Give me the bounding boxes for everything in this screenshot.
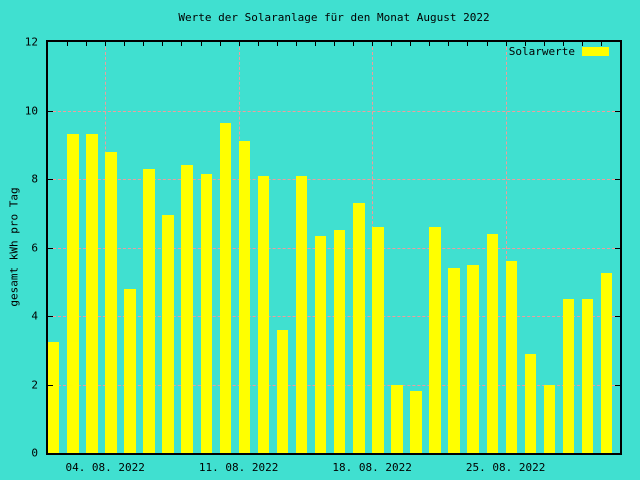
gridline-vertical <box>505 42 507 453</box>
y-axis-label: gesamt kWh pro Tag <box>7 187 21 307</box>
bar-day-5 <box>124 288 136 453</box>
bar-day-7 <box>162 214 174 453</box>
day-tick <box>276 42 278 46</box>
bar-day-21 <box>429 226 441 453</box>
y-tick-label: 12 <box>24 35 38 49</box>
bar-day-10 <box>219 122 232 453</box>
gridline-horizontal <box>48 110 620 112</box>
bar-day-18 <box>372 226 384 453</box>
bar-day-13 <box>276 329 289 453</box>
day-tick <box>238 42 240 46</box>
bar-day-16 <box>334 230 346 453</box>
day-tick <box>67 42 69 46</box>
bar-day-30 <box>600 273 613 453</box>
bar-day-3 <box>86 134 98 453</box>
y-axis-tick <box>615 110 620 112</box>
day-tick <box>467 42 469 46</box>
day-tick <box>124 42 126 46</box>
day-tick <box>391 42 393 46</box>
bar-day-4 <box>105 151 117 453</box>
day-tick <box>524 42 526 46</box>
bar-day-8 <box>181 165 193 453</box>
day-tick <box>372 42 374 46</box>
day-tick <box>410 42 412 46</box>
y-axis-tick <box>615 384 620 386</box>
bar-day-14 <box>295 175 308 453</box>
bar-day-9 <box>200 173 212 453</box>
y-axis-tick <box>48 179 53 180</box>
y-axis-tick <box>615 179 620 180</box>
bar-day-17 <box>353 202 365 453</box>
y-tick-label: 2 <box>31 378 38 391</box>
bar-day-6 <box>143 168 155 453</box>
day-tick <box>181 42 183 46</box>
legend-label: Solarwerte <box>508 45 575 58</box>
day-tick <box>505 42 507 46</box>
legend: Solarwerte <box>509 45 609 58</box>
bar-day-15 <box>314 235 327 453</box>
y-axis-tick <box>48 316 53 317</box>
bar-day-19 <box>391 384 403 453</box>
bar-day-1 <box>48 341 60 453</box>
bar-day-20 <box>410 391 422 453</box>
day-tick <box>429 42 431 46</box>
y-tick-label: 10 <box>24 104 38 117</box>
day-tick <box>448 42 450 46</box>
bar-day-25 <box>505 261 518 453</box>
day-tick <box>314 42 316 46</box>
day-tick <box>353 42 355 46</box>
day-tick <box>334 42 335 46</box>
day-tick <box>86 42 88 46</box>
gridline-horizontal <box>48 179 620 180</box>
y-axis-tick <box>615 247 620 249</box>
x-tick-label: 04. 08. 2022 <box>65 461 145 474</box>
x-tick-label: 18. 08. 2022 <box>332 461 412 474</box>
day-tick <box>543 42 545 46</box>
chart-title: Werte der Solaranlage für den Monat Augu… <box>178 11 490 24</box>
y-tick-label: 8 <box>31 172 38 186</box>
y-axis-tick <box>48 384 53 386</box>
x-tick-label: 11. 08. 2022 <box>198 461 279 474</box>
y-axis-tick <box>48 110 53 112</box>
bar-day-22 <box>448 268 460 453</box>
bar-day-26 <box>524 353 537 453</box>
day-tick <box>581 42 583 46</box>
day-tick <box>295 42 297 46</box>
bar-day-12 <box>257 175 270 453</box>
bar-day-23 <box>467 264 479 453</box>
y-tick-label: 6 <box>31 241 38 254</box>
day-tick <box>257 42 259 46</box>
y-tick-label: 4 <box>31 309 38 323</box>
x-tick-label: 25. 08. 2022 <box>465 461 546 474</box>
day-tick <box>486 42 488 46</box>
day-tick <box>162 42 164 46</box>
day-tick <box>219 42 221 46</box>
day-tick <box>200 42 202 46</box>
day-tick <box>562 42 564 46</box>
legend-swatch <box>582 47 609 56</box>
day-tick <box>600 42 602 46</box>
y-axis-tick <box>48 247 53 249</box>
bar-day-24 <box>486 233 498 453</box>
day-tick <box>143 42 145 46</box>
bar-day-11 <box>238 141 251 453</box>
y-tick-label: 0 <box>31 446 38 460</box>
y-axis-tick <box>615 316 620 317</box>
bar-day-2 <box>67 134 79 453</box>
bar-day-29 <box>581 298 594 453</box>
day-tick <box>105 42 107 46</box>
plot-area: Solarwerte <box>46 40 622 455</box>
bar-day-28 <box>562 298 575 453</box>
bar-day-27 <box>543 384 556 453</box>
